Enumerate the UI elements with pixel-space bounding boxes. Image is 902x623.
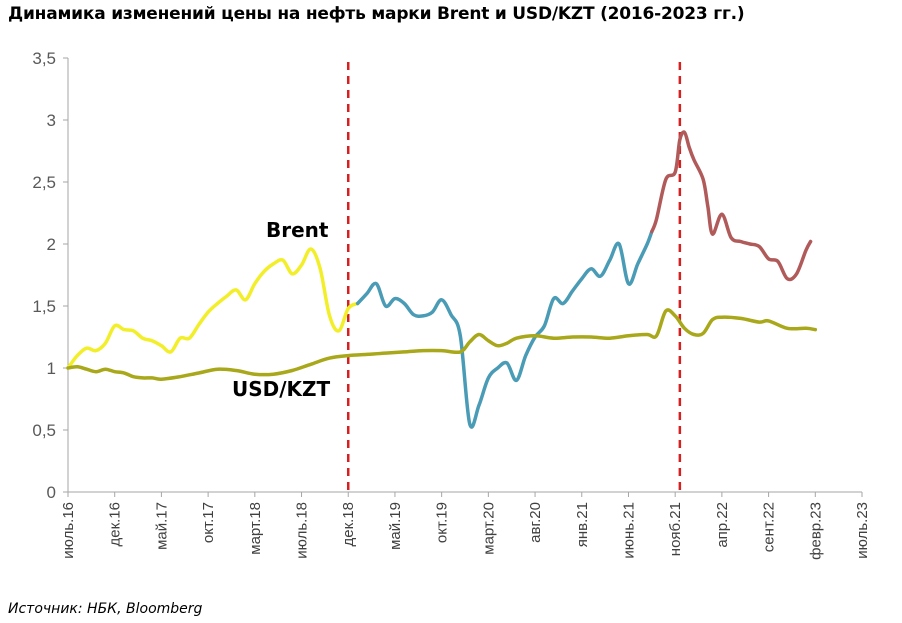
brent-line-segment-1 — [66, 247, 360, 370]
y-tick-label: 2,5 — [32, 173, 56, 192]
y-tick-label: 3 — [47, 111, 56, 130]
x-tick-label: авг.20 — [527, 502, 544, 543]
x-tick-label: нояб.21 — [667, 502, 684, 556]
usdkzt-line — [66, 308, 818, 381]
x-tick-label: окт.17 — [200, 502, 217, 543]
chart-lines — [66, 130, 818, 429]
series-labels: Brent USD/KZT — [232, 218, 331, 401]
x-tick-label: апр.22 — [714, 502, 731, 548]
x-tick-label: март.20 — [480, 502, 497, 555]
x-tick-label: май.19 — [387, 502, 404, 550]
x-tick-label: май.17 — [153, 502, 170, 550]
x-tick-label: окт.19 — [434, 502, 451, 543]
x-tick-label: июль.23 — [854, 502, 871, 559]
x-tick-label: янв.21 — [574, 502, 591, 547]
y-tick-label: 0 — [47, 483, 56, 502]
usdkzt-series-label: USD/KZT — [232, 377, 331, 401]
x-tick-label: дек.16 — [107, 502, 124, 547]
chart-axes: 0 0,5 1 1,5 2 2,5 3 3,5 июль.16 дек.16 май.17 окт.1… — [32, 49, 871, 560]
y-tick-label: 1 — [47, 359, 56, 378]
vertical-markers — [346, 62, 682, 492]
brent-line-segment-2 — [355, 229, 654, 429]
x-tick-label: июль.18 — [294, 502, 311, 559]
source-note: Источник: НБК, Bloomberg — [8, 601, 203, 617]
x-tick-label: дек.18 — [340, 502, 357, 547]
y-tick-label: 1,5 — [32, 297, 56, 316]
y-tick-label: 0,5 — [32, 421, 56, 440]
chart-title: Динамика изменений цены на нефть марки B… — [8, 4, 745, 24]
x-tick-label: февр.23 — [807, 502, 824, 560]
x-tick-label: июнь.21 — [620, 502, 637, 559]
x-tick-label: июль.16 — [60, 502, 77, 559]
y-tick-label: 3,5 — [32, 49, 56, 68]
x-tick-label: март.18 — [247, 502, 264, 555]
x-tick-label: сент.22 — [761, 502, 778, 552]
brent-line-segment-3 — [650, 130, 813, 282]
brent-series-label: Brent — [266, 218, 329, 242]
y-tick-label: 2 — [47, 235, 56, 254]
